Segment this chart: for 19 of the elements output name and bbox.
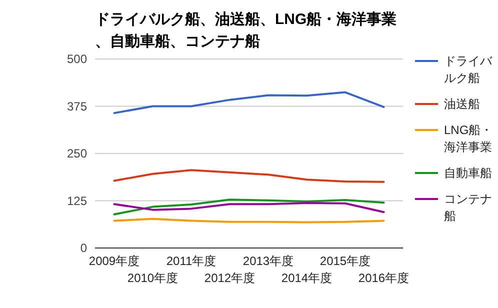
x-tick-label: 2015年度 bbox=[320, 254, 371, 268]
x-tick-label: 2009年度 bbox=[88, 254, 140, 268]
x-tick-label: 2013年度 bbox=[242, 254, 294, 268]
x-tick-label: 2012年度 bbox=[204, 271, 256, 285]
y-tick-label: 500 bbox=[66, 52, 88, 66]
legend-label: LNG船・海洋事業 bbox=[444, 123, 493, 154]
x-tick-label: 2016年度 bbox=[358, 271, 410, 285]
legend-label: コンテナ船 bbox=[444, 192, 492, 223]
chart-title: ドライバルク船、油送船、LNG船・海洋事業、自動車船、コンテナ船 bbox=[95, 11, 397, 50]
legend-label: ドライバルク船 bbox=[444, 54, 493, 85]
y-tick-label: 250 bbox=[66, 146, 88, 160]
legend-label: 自動車船 bbox=[444, 166, 492, 180]
x-tick-label: 2010年度 bbox=[127, 271, 178, 285]
x-tick-label: 2014年度 bbox=[281, 271, 332, 285]
y-tick-label: 375 bbox=[66, 99, 88, 114]
y-tick-label: 125 bbox=[66, 194, 88, 208]
x-tick-label: 2011年度 bbox=[166, 254, 216, 268]
y-tick-label: 0 bbox=[80, 241, 88, 255]
legend-label: 油送船 bbox=[444, 97, 480, 111]
